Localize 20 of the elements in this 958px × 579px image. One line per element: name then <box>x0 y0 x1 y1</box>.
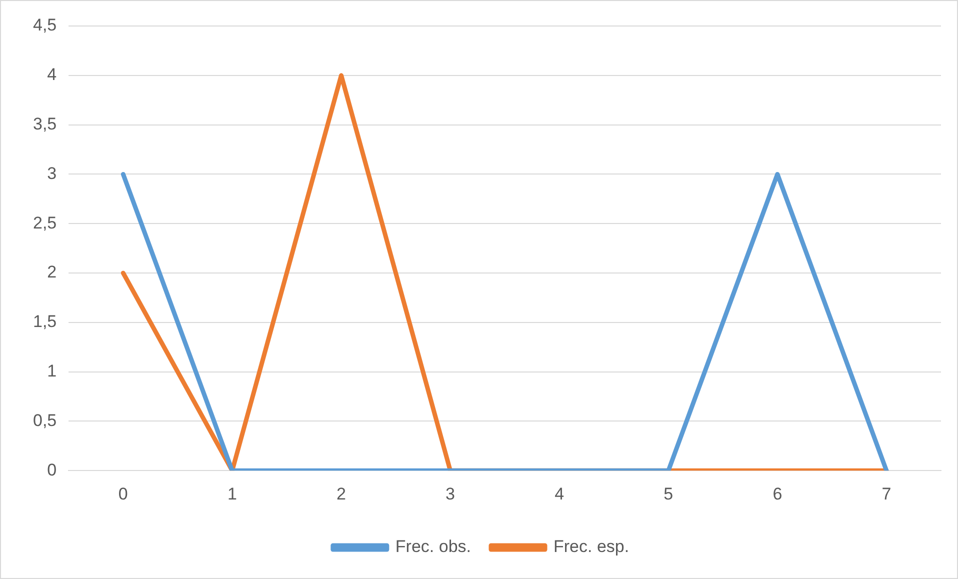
legend-label: Frec. esp. <box>554 537 630 556</box>
legend-label: Frec. obs. <box>395 537 472 556</box>
x-tick-label: 4 <box>554 484 564 504</box>
x-tick-label: 2 <box>336 484 346 504</box>
y-tick-label: 0,5 <box>32 410 57 430</box>
y-tick-label: 4,5 <box>32 16 57 35</box>
y-tick-label: 1 <box>47 361 57 380</box>
y-tick-label: 3,5 <box>32 114 57 134</box>
x-tick-label: 6 <box>772 484 782 504</box>
y-tick-label: 0 <box>47 460 57 480</box>
y-tick-label: 4 <box>47 65 57 84</box>
x-tick-label: 3 <box>446 484 456 504</box>
x-tick-label: 0 <box>118 484 128 504</box>
y-tick-label: 3 <box>47 164 57 183</box>
y-tick-label: 2,5 <box>32 213 57 232</box>
y-tick-label: 1,5 <box>32 312 57 332</box>
x-tick-label: 7 <box>882 484 892 504</box>
y-tick-label: 2 <box>47 262 57 282</box>
x-tick-label: 5 <box>664 484 674 504</box>
x-tick-label: 1 <box>227 484 237 504</box>
